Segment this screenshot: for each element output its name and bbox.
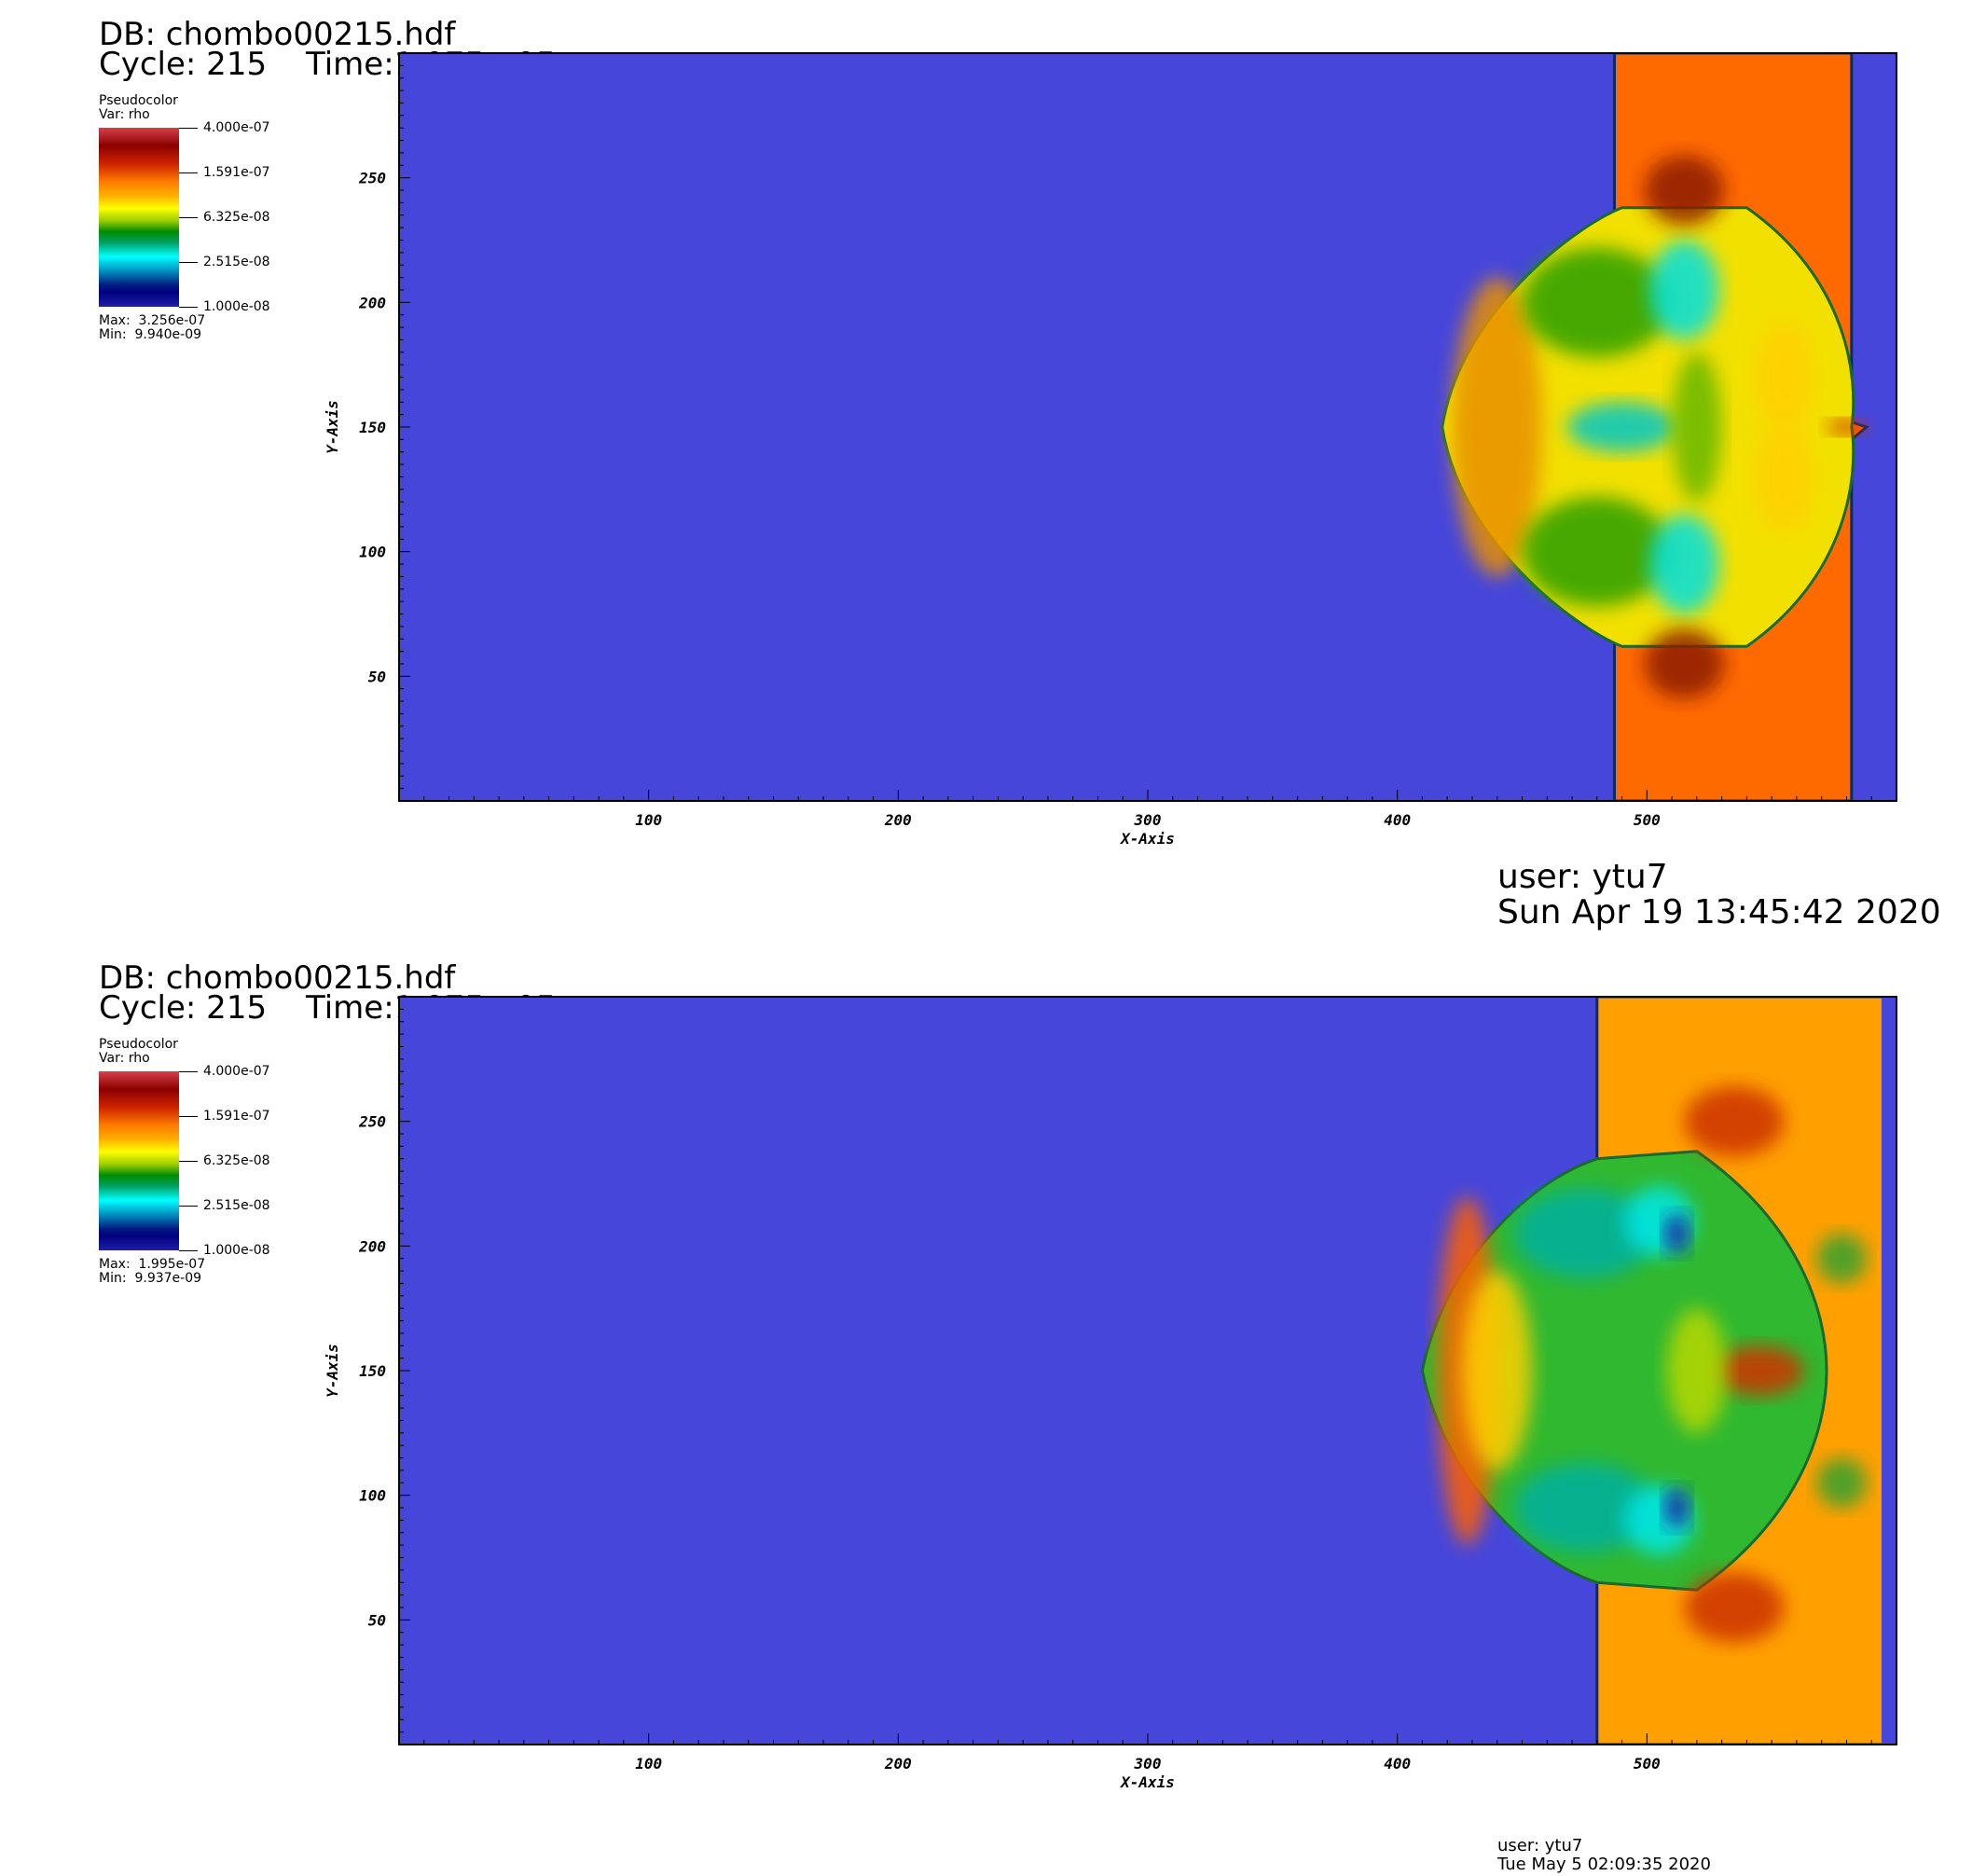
y-tick-label: 50: [368, 1611, 386, 1629]
x-tick-label: 500: [1634, 811, 1661, 829]
colorbar-tick-label: 1.000e-08: [203, 1243, 270, 1258]
colorbar-tick-label: 2.515e-08: [203, 255, 270, 269]
y-tick-label: 250: [358, 170, 386, 187]
density-feature: [1664, 1487, 1689, 1528]
x-tick-label: 300: [1134, 811, 1162, 829]
colorbar-tick-label: 1.000e-08: [203, 299, 270, 314]
y-tick-label: 100: [359, 1487, 386, 1505]
x-axis-title: X-Axis: [1119, 830, 1175, 848]
plot-panel-2: DB: chombo00215.hdf Cycle: 215 Time:1.07…: [0, 944, 1986, 1876]
plot-area: 100 200 300 400 500 50 100 150 200 250 X-Axis Y-Axi…: [324, 996, 1897, 1791]
colorbar-tick-label: 1.591e-07: [203, 165, 270, 180]
density-feature: [1816, 1457, 1867, 1509]
db-title: DB: chombo00215.hdf: [99, 16, 456, 53]
legend-var: Var: rho: [99, 1051, 150, 1066]
legend-plot-type: Pseudocolor: [99, 1037, 178, 1052]
colorbar-tick: [179, 1116, 198, 1117]
density-feature: [1714, 1345, 1804, 1396]
density-feature: [1754, 322, 1814, 433]
y-tick-label: 200: [358, 294, 386, 311]
user-label: user: ytu7: [1497, 1836, 1583, 1855]
y-tick-label: 250: [358, 1113, 386, 1131]
legend-max: Max: 3.256e-07: [99, 313, 206, 328]
db-title: DB: chombo00215.hdf: [99, 959, 456, 997]
density-feature: [1514, 1188, 1655, 1279]
colorbar-tick: [179, 217, 198, 218]
density-feature: [1649, 514, 1719, 614]
density-feature: [1452, 277, 1542, 577]
colorbar-tick: [179, 307, 198, 308]
density-feature: [1666, 1308, 1727, 1433]
plot-panel-1: DB: chombo00215.hdf Cycle: 215 Time:1.07…: [0, 0, 1986, 932]
colorbar-tick: [179, 128, 198, 129]
legend-min: Min: 9.937e-09: [99, 1271, 202, 1286]
cycle-label: Cycle: 215: [99, 989, 268, 1027]
density-feature: [1664, 1213, 1689, 1254]
x-tick-label: 400: [1384, 1755, 1411, 1773]
ambient-edge: [1881, 997, 1896, 1745]
y-tick-label: 200: [358, 1237, 386, 1255]
colorbar-tick: [179, 1161, 198, 1162]
x-tick-label: 100: [635, 1755, 662, 1773]
x-axis-title: X-Axis: [1119, 1773, 1175, 1791]
y-tick-label: 150: [359, 1362, 386, 1380]
x-tick-label: 100: [635, 811, 662, 829]
density-feature: [1754, 421, 1814, 532]
y-axis-title: Y-Axis: [324, 1344, 341, 1398]
colorbar-tick: [179, 1250, 198, 1251]
colorbar-tick: [179, 172, 198, 173]
date-label: Tue May 5 02:09:35 2020: [1497, 1855, 1711, 1874]
density-feature: [1522, 496, 1673, 607]
density-feature: [1649, 240, 1719, 340]
date-label: Sun Apr 19 13:45:42 2020: [1497, 893, 1941, 931]
y-tick-label: 150: [359, 419, 386, 436]
density-feature: [1816, 1233, 1867, 1284]
colorbar-tick-label: 6.325e-08: [203, 210, 270, 225]
density-feature: [1644, 155, 1725, 226]
x-tick-label: 300: [1134, 1755, 1162, 1773]
colorbar: [99, 128, 179, 307]
colorbar: [99, 1071, 179, 1250]
legend-max: Max: 1.995e-07: [99, 1257, 206, 1272]
cycle-label: Cycle: 215: [99, 46, 268, 83]
colorbar-tick-label: 4.000e-07: [203, 1064, 270, 1079]
x-tick-label: 200: [884, 811, 912, 829]
density-feature: [1684, 1572, 1785, 1643]
x-tick-label: 400: [1384, 811, 1411, 829]
legend-plot-type: Pseudocolor: [99, 93, 178, 108]
density-feature: [1522, 247, 1673, 358]
plot-area: 100 200 300 400 500 50 100 150 200 250 X-Axis Y-Axi…: [324, 52, 1897, 848]
colorbar-tick: [179, 1071, 198, 1072]
density-feature: [1514, 1462, 1655, 1553]
y-tick-label: 100: [359, 544, 386, 561]
x-tick-label: 500: [1634, 1755, 1661, 1773]
y-tick-label: 50: [368, 668, 386, 685]
x-tick-label: 200: [884, 1755, 912, 1773]
density-feature: [1462, 1271, 1533, 1470]
colorbar-tick-label: 4.000e-07: [203, 120, 270, 135]
user-label: user: ytu7: [1497, 858, 1668, 896]
colorbar-tick-label: 2.515e-08: [203, 1198, 270, 1213]
density-feature: [1644, 628, 1725, 699]
colorbar-tick-label: 6.325e-08: [203, 1153, 270, 1168]
density-feature: [1566, 402, 1677, 452]
colorbar-tick: [179, 1206, 198, 1207]
legend-min: Min: 9.940e-09: [99, 327, 202, 342]
colorbar-tick: [179, 262, 198, 263]
density-feature: [1672, 352, 1722, 503]
density-feature: [1827, 419, 1867, 435]
legend-var: Var: rho: [99, 107, 150, 122]
density-feature: [1684, 1086, 1785, 1157]
colorbar-tick-label: 1.591e-07: [203, 1109, 270, 1124]
y-axis-title: Y-Axis: [324, 400, 341, 454]
